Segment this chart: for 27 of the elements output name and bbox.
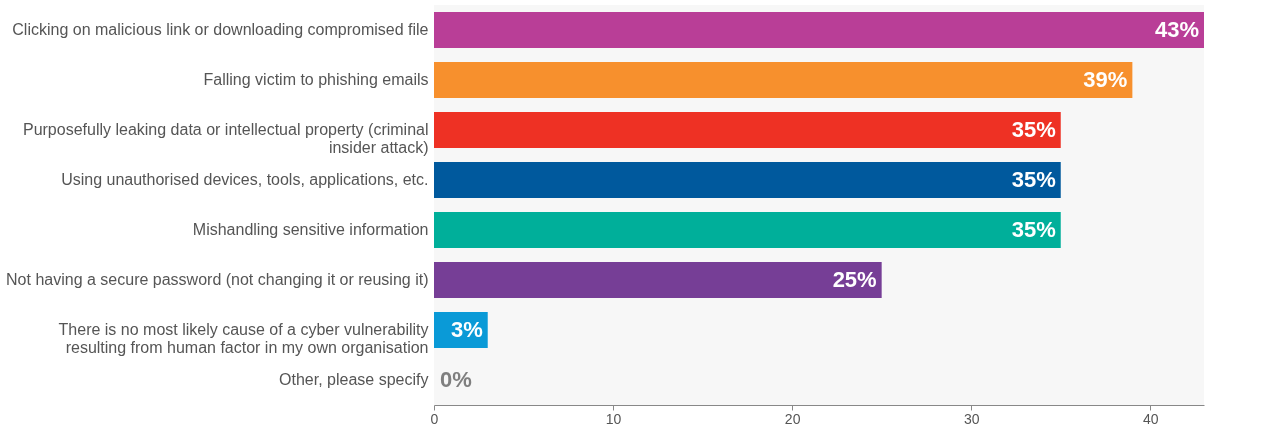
- bar: [434, 162, 1061, 198]
- data-label: 43%: [1154, 17, 1199, 42]
- data-label: 25%: [832, 267, 877, 292]
- y-tick-label: Purposefully leaking data or intellectual property (criminal insider attack): [22, 121, 429, 156]
- y-tick-label: Using unauthorised devices, tools, applications, etc.: [61, 171, 429, 188]
- y-tick-label: There is no most likely cause of a cyber vulnerability resulting from human factor in my own organisation: [58, 321, 429, 356]
- bar: [434, 262, 882, 298]
- data-label: 3%: [450, 317, 483, 342]
- y-tick-label: Clicking on malicious link or downloading compromised file: [12, 21, 429, 38]
- bar: [434, 212, 1061, 248]
- x-tick-label: 40: [1142, 410, 1159, 427]
- x-tick-label: 0: [430, 410, 439, 427]
- bar: [434, 12, 1204, 48]
- data-label: 39%: [1083, 67, 1128, 92]
- y-tick-label: Other, please specify: [279, 371, 429, 388]
- y-tick-label: Mishandling sensitive information: [192, 221, 429, 238]
- x-tick-label: 20: [784, 410, 801, 427]
- bar: [434, 62, 1133, 98]
- x-tick-label: 10: [605, 410, 622, 427]
- x-tick-label: 30: [963, 410, 980, 427]
- y-tick-label: Not having a secure password (not changing it or reusing it): [6, 271, 429, 288]
- data-label: 35%: [1011, 217, 1056, 242]
- data-label: 35%: [1011, 167, 1056, 192]
- y-tick-label: Falling victim to phishing emails: [203, 71, 429, 88]
- bar: [434, 112, 1061, 148]
- data-label: 35%: [1011, 117, 1056, 142]
- data-label: 0%: [440, 367, 472, 392]
